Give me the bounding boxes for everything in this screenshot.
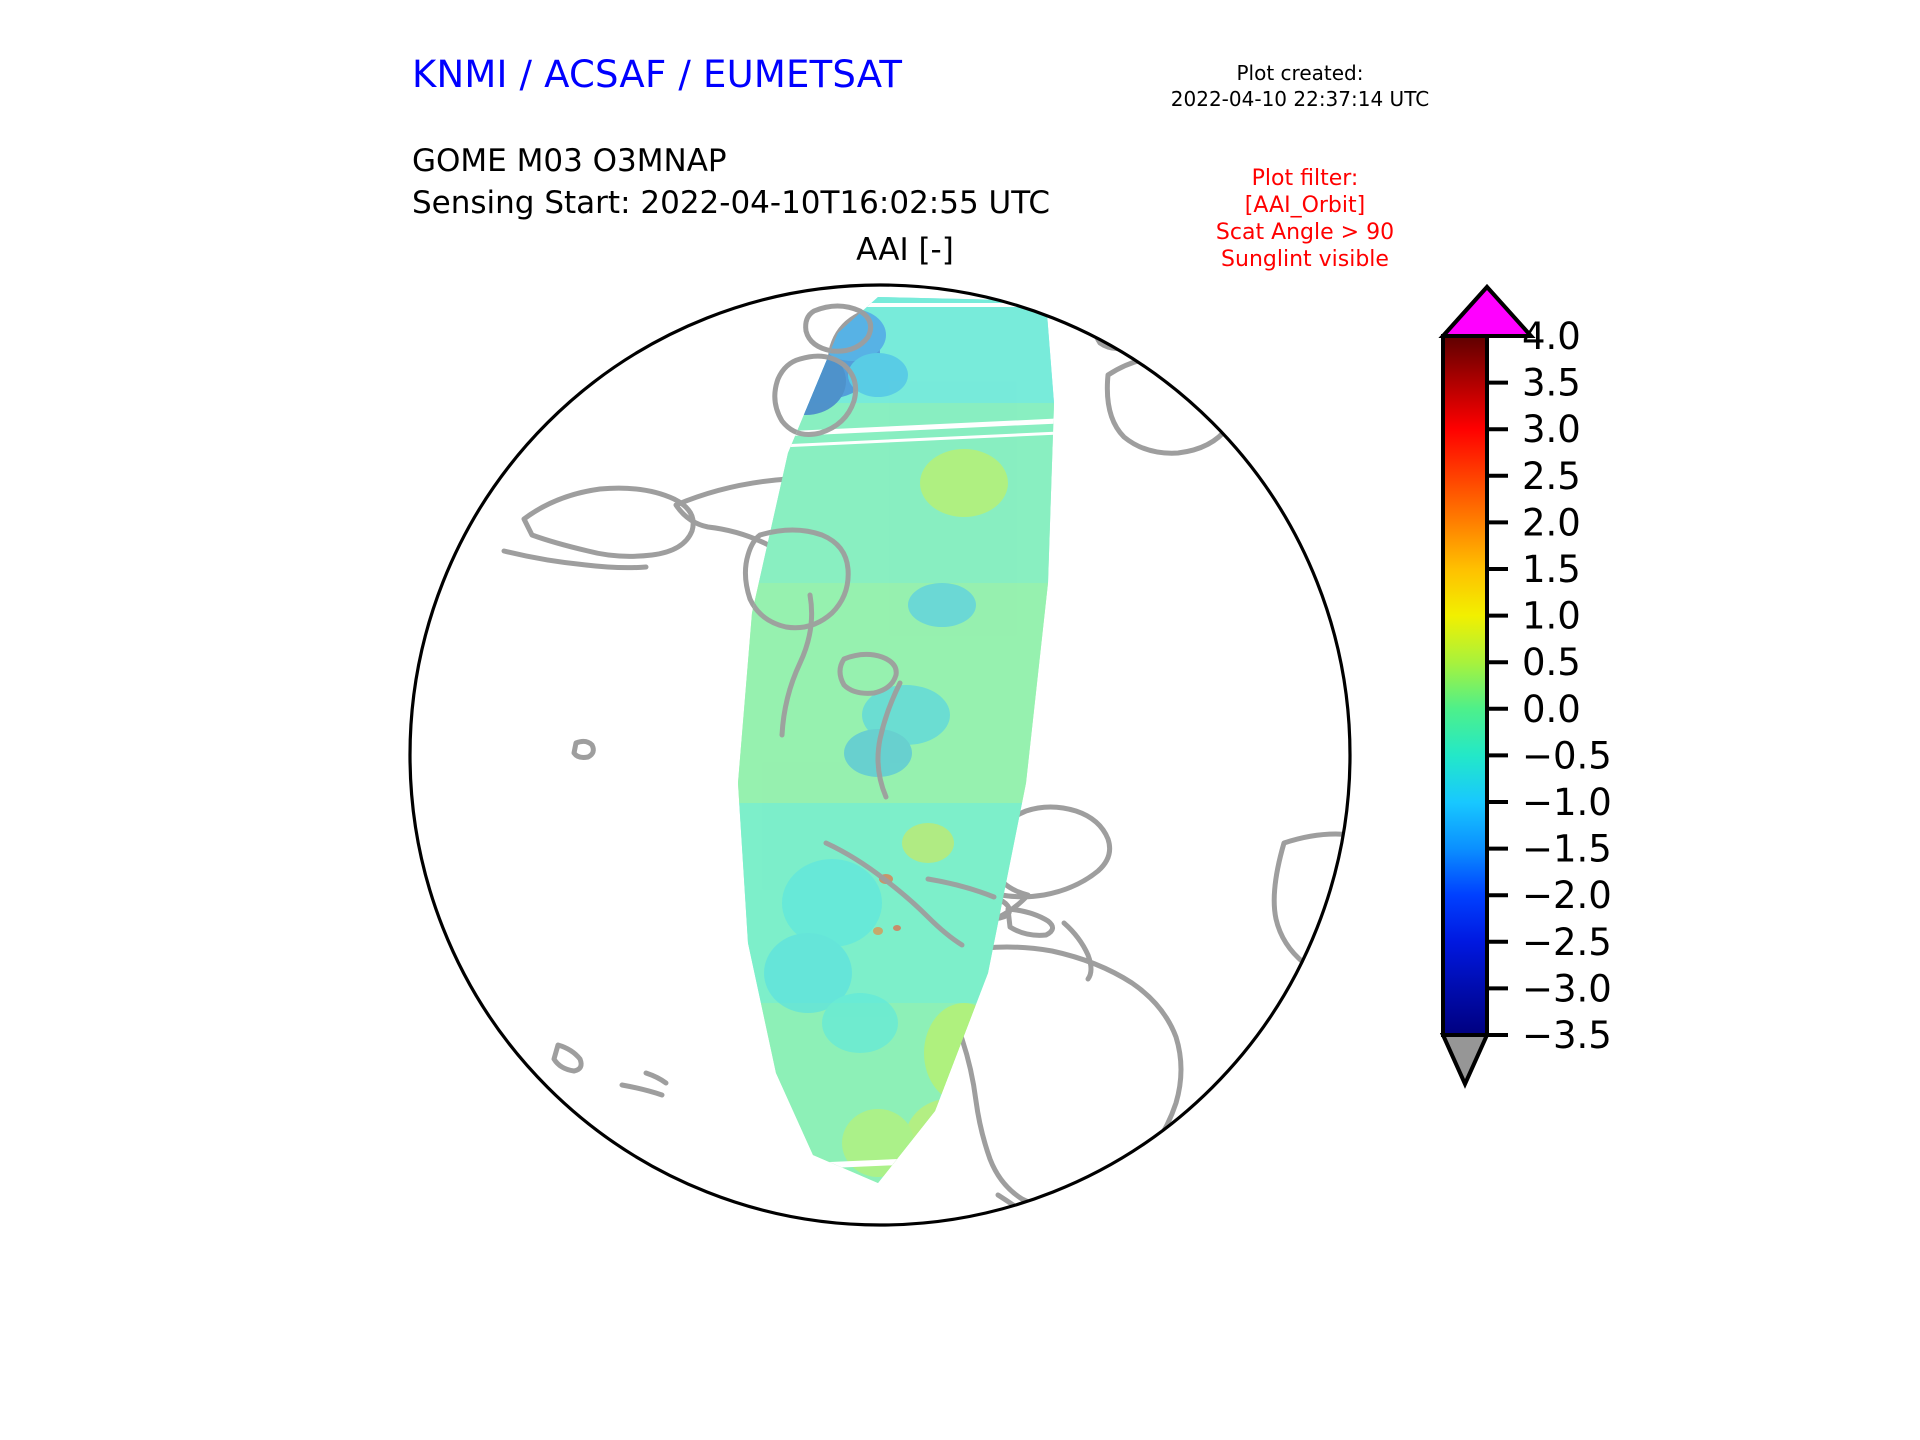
colorbar-under-arrow — [1439, 1033, 1491, 1089]
swath-noise-overlay — [738, 297, 1054, 1183]
coastline-pacific-islands-2 — [551, 1042, 584, 1074]
sensing-start-line: Sensing Start: 2022-04-10T16:02:55 UTC — [412, 185, 1050, 221]
colorbar-tick-label: −1.5 — [1522, 828, 1612, 871]
colorbar-over-arrow-shape — [1438, 284, 1536, 338]
coastline-pacific-islands-3 — [619, 1082, 665, 1098]
coastline-lesser-antilles — [1061, 920, 1094, 982]
colorbar-tick-label: 1.5 — [1522, 548, 1581, 591]
coastline-new-zealand-n — [465, 1102, 501, 1128]
colorbar: 4.0 3.5 3.0 2.5 2.0 1.5 1.0 0.5 0.0 −0.5… — [1430, 280, 1850, 1100]
coastline-hispaniola — [1005, 906, 1055, 938]
swath-scanline-gap-2 — [757, 431, 1054, 449]
product-info-block: GOME M03 O3MNAP Sensing Start: 2022-04-1… — [412, 140, 1050, 224]
plot-filter-block: Plot filter: [AAI_Orbit] Scat Angle > 90… — [1155, 165, 1455, 273]
colorbar-tick-label: 0.5 — [1522, 641, 1581, 684]
coastline-svalbard — [1092, 315, 1143, 351]
coastline-scandinavia — [1104, 354, 1236, 456]
colorbar-tick-label: 1.0 — [1522, 595, 1581, 638]
aai-data-swath — [738, 297, 1054, 1183]
plot-filter-line-3: Sunglint visible — [1221, 247, 1389, 272]
colorbar-tick-label: −0.5 — [1522, 734, 1612, 777]
colorbar-tick-label: −1.0 — [1522, 781, 1612, 824]
colorbar-gradient-bar — [1441, 334, 1489, 1037]
colorbar-tick-label: 4.0 — [1522, 315, 1581, 358]
chart-title: AAI [-] — [856, 232, 954, 268]
globe-outline — [408, 283, 1352, 1227]
plot-filter-line-1: [AAI_Orbit] — [1244, 193, 1366, 218]
colorbar-tick-label: −2.0 — [1522, 874, 1612, 917]
colorbar-tick-label: 0.0 — [1522, 688, 1581, 731]
plot-created-label: Plot created: — [1236, 61, 1364, 85]
coastline-aleutians — [501, 548, 649, 571]
colorbar-tick-label: −2.5 — [1522, 921, 1612, 964]
colorbar-tick-label: −3.5 — [1522, 1014, 1612, 1057]
plot-filter-title: Plot filter: — [1251, 166, 1359, 191]
colorbar-tick-label: 3.5 — [1522, 362, 1581, 405]
coastline-hawaii — [571, 738, 596, 760]
coastline-alaska — [521, 485, 696, 559]
page-title-organisations: KNMI / ACSAF / EUMETSAT — [412, 53, 903, 96]
colorbar-tick-label: 3.0 — [1522, 408, 1581, 451]
colorbar-tick-label: 2.0 — [1522, 501, 1581, 544]
colorbar-tick-label: 2.5 — [1522, 455, 1581, 498]
coastline-falklands — [1105, 1166, 1129, 1184]
colorbar-tick-label: −3.0 — [1522, 967, 1612, 1010]
plot-filter-line-2: Scat Angle > 90 — [1215, 220, 1395, 245]
plot-created-timestamp: 2022-04-10 22:37:14 UTC — [1170, 87, 1430, 111]
coastline-pacific-islands-1 — [497, 1070, 531, 1090]
colorbar-tick-labels: 4.0 3.5 3.0 2.5 2.0 1.5 1.0 0.5 0.0 −0.5… — [1522, 315, 1612, 1057]
orthographic-globe-map — [408, 283, 1352, 1227]
plot-created-block: Plot created: 2022-04-10 22:37:14 UTC — [1140, 60, 1460, 112]
instrument-product-line: GOME M03 O3MNAP — [412, 143, 727, 179]
coastline-pacific-islands-4 — [643, 1070, 669, 1086]
colorbar-ticks — [1487, 334, 1508, 1037]
